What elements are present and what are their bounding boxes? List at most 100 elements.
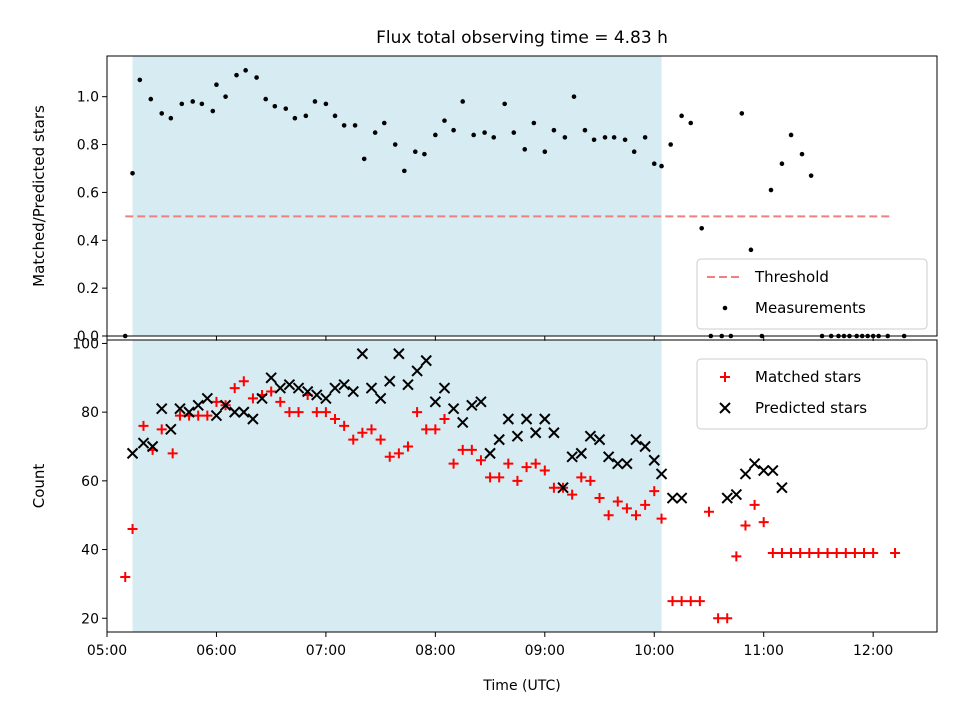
data-point xyxy=(393,448,404,459)
legend-label: Predicted stars xyxy=(755,399,867,417)
data-point xyxy=(211,396,222,407)
y-axis-label: Matched/Predicted stars xyxy=(30,105,48,287)
data-point xyxy=(512,475,523,486)
data-point xyxy=(430,424,441,435)
data-point xyxy=(330,414,341,425)
data-point xyxy=(421,424,432,435)
data-point xyxy=(451,127,456,133)
data-point xyxy=(731,551,742,562)
data-point xyxy=(688,120,694,126)
data-point xyxy=(192,399,204,411)
data-point xyxy=(739,111,745,116)
data-point xyxy=(493,433,505,446)
y-axis-label: Count xyxy=(30,464,48,509)
data-point xyxy=(622,137,628,143)
data-point xyxy=(630,433,642,446)
data-point xyxy=(621,503,632,514)
data-point xyxy=(667,596,678,607)
data-point xyxy=(813,547,824,558)
data-point xyxy=(447,402,460,415)
data-point xyxy=(256,392,268,405)
data-point xyxy=(603,510,614,521)
data-point xyxy=(223,94,228,99)
data-point xyxy=(361,156,367,162)
data-point xyxy=(210,108,216,114)
data-point xyxy=(612,496,623,507)
data-point xyxy=(642,135,648,140)
data-point xyxy=(768,187,774,193)
data-point xyxy=(466,399,478,411)
data-point xyxy=(482,130,487,135)
data-point xyxy=(659,163,664,169)
data-point xyxy=(676,596,687,607)
data-point xyxy=(311,389,323,401)
data-point xyxy=(740,520,751,531)
data-point xyxy=(548,427,560,439)
data-point xyxy=(372,130,378,135)
data-point xyxy=(739,468,752,480)
legend-marker xyxy=(722,305,728,311)
data-point xyxy=(438,382,451,394)
data-point xyxy=(840,547,851,558)
data-point xyxy=(126,447,139,460)
data-point xyxy=(210,409,223,422)
data-point xyxy=(190,99,196,104)
data-point xyxy=(730,488,743,501)
data-point xyxy=(491,135,497,140)
data-point xyxy=(457,416,469,429)
data-point xyxy=(890,547,901,558)
y-tick-label: 0.0 xyxy=(77,329,99,345)
data-point xyxy=(539,465,550,476)
data-point xyxy=(356,348,369,360)
data-point xyxy=(332,113,338,119)
series-matched-stars xyxy=(120,376,901,624)
data-point xyxy=(557,482,569,494)
data-point xyxy=(779,161,785,166)
data-point xyxy=(357,427,368,438)
data-point xyxy=(484,447,496,460)
data-point xyxy=(265,372,277,384)
data-point xyxy=(757,464,770,477)
data-point xyxy=(466,444,477,455)
data-point xyxy=(341,123,347,128)
data-point xyxy=(694,596,705,607)
data-point xyxy=(679,113,684,119)
x-tick-label: 12:00 xyxy=(853,643,893,659)
data-point xyxy=(229,383,240,394)
legend-label: Threshold xyxy=(754,268,829,286)
series-predicted-stars xyxy=(126,348,788,504)
x-tick-label: 07:00 xyxy=(306,643,346,659)
data-point xyxy=(402,441,413,452)
legend-marker xyxy=(720,372,730,382)
axes-frame xyxy=(106,339,938,633)
data-point xyxy=(323,101,329,107)
y-tick-label: 0.6 xyxy=(77,185,99,201)
data-point xyxy=(292,382,305,394)
data-point xyxy=(165,423,177,436)
data-point xyxy=(640,499,651,510)
data-point xyxy=(156,424,167,435)
data-point xyxy=(381,120,387,126)
data-point xyxy=(148,96,154,102)
data-point xyxy=(375,434,386,445)
data-point xyxy=(520,413,533,425)
data-point xyxy=(179,101,185,107)
data-point xyxy=(284,407,295,418)
data-point xyxy=(174,410,185,421)
data-point xyxy=(566,451,578,463)
data-point xyxy=(320,392,332,405)
data-point xyxy=(585,475,596,486)
data-point xyxy=(868,547,879,558)
data-point xyxy=(219,399,232,411)
x-tick-label: 10:00 xyxy=(634,643,674,659)
data-point xyxy=(648,454,660,466)
data-point xyxy=(584,430,597,442)
data-point xyxy=(621,457,633,470)
data-point xyxy=(511,130,517,135)
legend-box xyxy=(696,258,928,330)
data-point xyxy=(293,407,304,418)
data-point xyxy=(502,413,515,425)
data-point xyxy=(721,492,733,504)
data-point xyxy=(199,101,205,107)
data-point xyxy=(639,440,651,453)
